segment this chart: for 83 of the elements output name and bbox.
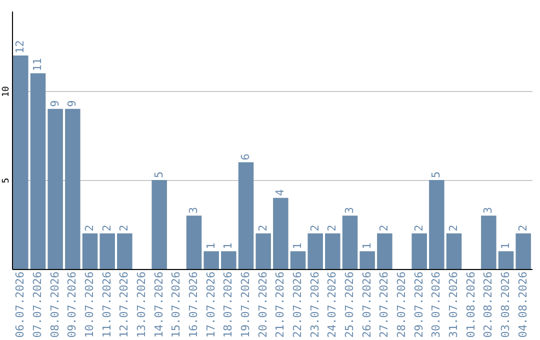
x-tick-label: 21.07.2026 [274,272,287,338]
bar [342,216,358,269]
data-label: 1 [204,242,218,250]
x-tick-label: 24.07.2026 [326,272,339,338]
data-label: 2 [378,224,391,232]
x-tick-label: 22.07.2026 [291,272,304,338]
bar [221,251,236,269]
x-tick-label: 14.07.2026 [152,272,166,338]
bar [377,233,392,269]
data-label: 1 [291,242,304,250]
x-tick-label: 18.07.2026 [222,272,235,338]
data-label: 2 [256,224,270,232]
data-label: 1 [360,242,374,250]
x-tick-label: 04.08.2026 [516,272,530,338]
data-label: 3 [343,206,356,214]
bar [204,251,219,269]
data-label: 1 [222,242,235,250]
bar [30,73,46,269]
x-tick-label: 06.07.2026 [14,272,27,338]
data-label: 3 [187,206,200,214]
y-tick-label: 10 [2,86,12,97]
x-tick-label: 13.07.2026 [135,272,148,338]
x-tick-label: 11.07.2026 [100,272,114,338]
bar [100,233,115,269]
x-tick-label: 03.08.2026 [499,272,512,338]
bar [498,251,514,269]
data-label: 2 [412,224,426,232]
bar [256,233,271,269]
x-tick-label: 12.07.2026 [118,272,131,338]
x-tick-label: 30.07.2026 [430,272,443,338]
x-tick-label: 29.07.2026 [412,272,426,338]
data-label: 2 [83,224,96,232]
bar [152,180,167,269]
bar [481,216,496,269]
bar [273,198,288,269]
x-tick-label: 26.07.2026 [360,272,374,338]
data-label: 6 [239,154,252,160]
x-tick-label: 09.07.2026 [66,272,79,338]
bar [290,251,306,269]
x-tick-label: 08.07.2026 [48,272,62,338]
bar [325,233,340,269]
x-tick-label: 27.07.2026 [378,272,391,338]
x-tick-label: 25.07.2026 [343,272,356,338]
bar [65,108,80,269]
data-label: 11 [31,58,44,72]
bar [446,233,462,269]
x-tick-label: 19.07.2026 [239,272,252,338]
data-label: 4 [274,188,287,196]
bar [238,162,254,269]
bar [82,233,98,269]
x-tick-label: 17.07.2026 [204,272,218,338]
x-tick-label: 01.08.2026 [464,272,478,338]
x-tick-label: 28.07.2026 [395,272,408,338]
x-tick-label: 02.08.2026 [482,272,495,338]
bar [117,233,132,269]
data-label: 5 [430,171,443,178]
x-tick-label: 16.07.2026 [187,272,200,338]
bar [13,55,28,269]
data-label: 1 [499,242,512,250]
data-label: 2 [100,224,114,232]
x-tick-label: 23.07.2026 [308,272,322,338]
bar [429,180,444,269]
bar [516,233,531,269]
data-label: 2 [308,224,322,232]
x-tick-label: 31.07.2026 [447,272,460,338]
data-label: 2 [326,224,339,232]
x-tick-label: 20.07.2026 [256,272,270,338]
data-label: 2 [118,224,131,232]
data-label: 2 [516,224,530,232]
data-label: 2 [447,224,460,232]
bar [308,233,323,269]
x-tick-label: 07.07.2026 [31,272,44,338]
bar [48,108,63,269]
x-tick-label: 15.07.2026 [170,272,183,338]
data-label: 9 [48,100,62,107]
data-label: 12 [14,40,27,54]
data-label: 3 [482,206,495,214]
bar [360,251,375,269]
bar [186,216,202,269]
bar [412,233,427,269]
x-tick-label: 10.07.2026 [83,272,96,338]
data-label: 9 [66,100,79,107]
data-label: 5 [152,171,166,178]
